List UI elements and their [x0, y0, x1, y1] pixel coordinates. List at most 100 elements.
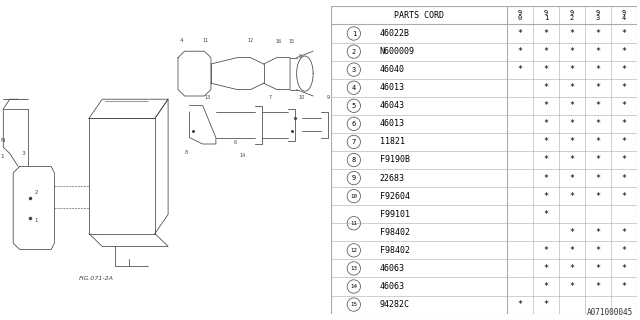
- Text: 3: 3: [352, 67, 356, 73]
- Text: 14: 14: [239, 153, 245, 158]
- Text: *: *: [595, 192, 600, 201]
- Text: *: *: [543, 282, 548, 291]
- Text: 8: 8: [185, 149, 188, 155]
- Text: *: *: [517, 29, 522, 38]
- Text: *: *: [621, 264, 627, 273]
- Text: 1: 1: [1, 154, 4, 159]
- Text: *: *: [621, 101, 627, 110]
- Text: *: *: [621, 228, 627, 237]
- Text: 46013: 46013: [380, 119, 405, 128]
- Text: 16: 16: [275, 39, 282, 44]
- Text: F99101: F99101: [380, 210, 410, 219]
- Text: *: *: [621, 282, 627, 291]
- Text: *: *: [543, 101, 548, 110]
- Text: 9: 9: [352, 175, 356, 181]
- Text: 11: 11: [203, 38, 209, 43]
- Text: *: *: [570, 65, 574, 74]
- Text: 46063: 46063: [380, 264, 405, 273]
- Text: 11: 11: [350, 221, 357, 226]
- Text: 15: 15: [350, 302, 357, 307]
- Text: *: *: [517, 300, 522, 309]
- Text: 10: 10: [350, 194, 357, 199]
- Text: *: *: [543, 246, 548, 255]
- Text: *: *: [621, 47, 627, 56]
- Text: *: *: [595, 119, 600, 128]
- Text: 9
0: 9 0: [518, 10, 522, 21]
- Text: 9: 9: [326, 95, 330, 100]
- Text: 1: 1: [352, 30, 356, 36]
- Text: 46063: 46063: [380, 282, 405, 291]
- Text: *: *: [595, 228, 600, 237]
- Text: *: *: [570, 156, 574, 164]
- Text: 7: 7: [269, 95, 272, 100]
- Text: *: *: [543, 264, 548, 273]
- Text: 14: 14: [350, 284, 357, 289]
- Text: *: *: [570, 228, 574, 237]
- Text: 46013: 46013: [380, 83, 405, 92]
- Text: N: N: [1, 138, 5, 143]
- Text: *: *: [570, 137, 574, 147]
- Text: 10: 10: [298, 95, 305, 100]
- Text: *: *: [543, 156, 548, 164]
- Text: *: *: [570, 83, 574, 92]
- Text: *: *: [621, 137, 627, 147]
- Text: *: *: [570, 101, 574, 110]
- Text: *: *: [621, 156, 627, 164]
- Text: 9
3: 9 3: [596, 10, 600, 21]
- Text: PARTS CORD: PARTS CORD: [394, 11, 444, 20]
- Text: F98402: F98402: [380, 246, 410, 255]
- Text: *: *: [595, 83, 600, 92]
- Text: *: *: [570, 47, 574, 56]
- Text: *: *: [621, 65, 627, 74]
- Text: *: *: [595, 137, 600, 147]
- Text: 12: 12: [350, 248, 357, 253]
- Text: *: *: [621, 83, 627, 92]
- Text: *: *: [543, 173, 548, 183]
- Text: *: *: [517, 65, 522, 74]
- Text: *: *: [621, 246, 627, 255]
- Text: *: *: [621, 119, 627, 128]
- Text: 6: 6: [352, 121, 356, 127]
- Text: 8: 8: [352, 157, 356, 163]
- Text: N600009: N600009: [380, 47, 415, 56]
- Text: *: *: [543, 137, 548, 147]
- Text: A071000045: A071000045: [588, 308, 634, 317]
- Text: 15: 15: [289, 39, 295, 44]
- Text: *: *: [543, 83, 548, 92]
- Text: *: *: [543, 210, 548, 219]
- Text: *: *: [543, 119, 548, 128]
- Text: *: *: [543, 29, 548, 38]
- Text: 11821: 11821: [380, 137, 405, 147]
- Text: 46040: 46040: [380, 65, 405, 74]
- Text: 13: 13: [350, 266, 357, 271]
- Text: *: *: [570, 192, 574, 201]
- Text: *: *: [595, 264, 600, 273]
- Text: 3: 3: [21, 151, 25, 156]
- Text: *: *: [595, 156, 600, 164]
- Text: 4: 4: [352, 85, 356, 91]
- Text: 9
1: 9 1: [543, 10, 548, 21]
- Text: *: *: [621, 29, 627, 38]
- Text: *: *: [595, 246, 600, 255]
- Text: F92604: F92604: [380, 192, 410, 201]
- Text: *: *: [517, 47, 522, 56]
- Text: *: *: [543, 192, 548, 201]
- Text: *: *: [543, 300, 548, 309]
- Text: *: *: [621, 173, 627, 183]
- Text: 1: 1: [35, 218, 38, 223]
- Text: 13: 13: [205, 95, 211, 100]
- Text: 5: 5: [352, 103, 356, 109]
- Text: *: *: [595, 101, 600, 110]
- Text: *: *: [595, 65, 600, 74]
- Text: 46043: 46043: [380, 101, 405, 110]
- Text: *: *: [570, 119, 574, 128]
- Text: *: *: [570, 282, 574, 291]
- Text: 94282C: 94282C: [380, 300, 410, 309]
- Text: 7: 7: [352, 139, 356, 145]
- Text: *: *: [595, 282, 600, 291]
- Text: 2: 2: [35, 189, 38, 195]
- Text: *: *: [595, 173, 600, 183]
- Text: 9
4: 9 4: [621, 10, 626, 21]
- Text: *: *: [543, 65, 548, 74]
- Text: F9190B: F9190B: [380, 156, 410, 164]
